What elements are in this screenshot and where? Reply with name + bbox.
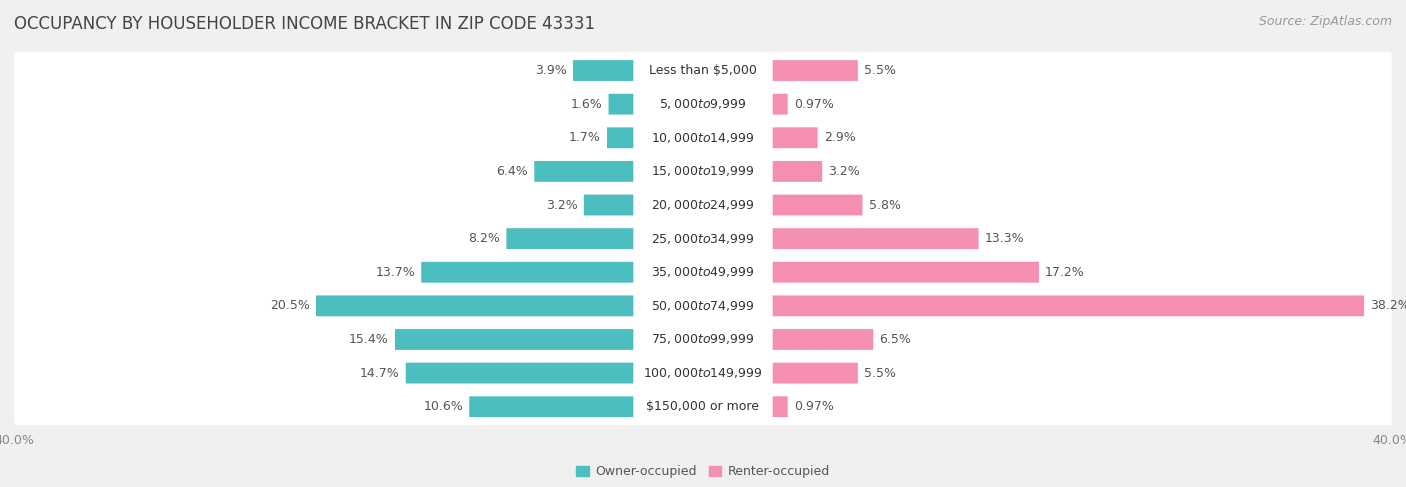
Legend: Owner-occupied, Renter-occupied: Owner-occupied, Renter-occupied — [571, 460, 835, 483]
FancyBboxPatch shape — [406, 363, 633, 384]
Text: 0.97%: 0.97% — [794, 400, 834, 413]
Text: Less than $5,000: Less than $5,000 — [650, 64, 756, 77]
FancyBboxPatch shape — [773, 128, 817, 148]
FancyBboxPatch shape — [395, 329, 633, 350]
Text: 6.5%: 6.5% — [880, 333, 911, 346]
Text: 8.2%: 8.2% — [468, 232, 501, 245]
Text: $75,000 to $99,999: $75,000 to $99,999 — [651, 333, 755, 346]
FancyBboxPatch shape — [14, 287, 1392, 324]
Text: 5.8%: 5.8% — [869, 199, 901, 211]
FancyBboxPatch shape — [773, 363, 858, 384]
FancyBboxPatch shape — [470, 396, 633, 417]
Text: $10,000 to $14,999: $10,000 to $14,999 — [651, 131, 755, 145]
Text: $25,000 to $34,999: $25,000 to $34,999 — [651, 232, 755, 245]
FancyBboxPatch shape — [14, 119, 1392, 156]
Text: Source: ZipAtlas.com: Source: ZipAtlas.com — [1258, 15, 1392, 28]
Text: 1.7%: 1.7% — [569, 131, 600, 144]
FancyBboxPatch shape — [773, 396, 787, 417]
Text: 10.6%: 10.6% — [423, 400, 463, 413]
Text: $5,000 to $9,999: $5,000 to $9,999 — [659, 97, 747, 111]
FancyBboxPatch shape — [773, 262, 1039, 282]
FancyBboxPatch shape — [583, 195, 633, 215]
Text: $20,000 to $24,999: $20,000 to $24,999 — [651, 198, 755, 212]
FancyBboxPatch shape — [609, 94, 633, 114]
FancyBboxPatch shape — [773, 228, 979, 249]
Text: $15,000 to $19,999: $15,000 to $19,999 — [651, 165, 755, 178]
Text: 38.2%: 38.2% — [1371, 300, 1406, 312]
FancyBboxPatch shape — [607, 128, 633, 148]
Text: 3.2%: 3.2% — [828, 165, 860, 178]
Text: $35,000 to $49,999: $35,000 to $49,999 — [651, 265, 755, 279]
FancyBboxPatch shape — [14, 321, 1392, 358]
Text: 3.9%: 3.9% — [536, 64, 567, 77]
Text: $50,000 to $74,999: $50,000 to $74,999 — [651, 299, 755, 313]
FancyBboxPatch shape — [574, 60, 633, 81]
FancyBboxPatch shape — [534, 161, 633, 182]
Text: 14.7%: 14.7% — [360, 367, 399, 379]
FancyBboxPatch shape — [14, 220, 1392, 257]
Text: 6.4%: 6.4% — [496, 165, 529, 178]
FancyBboxPatch shape — [773, 329, 873, 350]
FancyBboxPatch shape — [422, 262, 633, 282]
Text: $100,000 to $149,999: $100,000 to $149,999 — [644, 366, 762, 380]
FancyBboxPatch shape — [316, 296, 633, 316]
FancyBboxPatch shape — [14, 388, 1392, 425]
FancyBboxPatch shape — [773, 60, 858, 81]
Text: OCCUPANCY BY HOUSEHOLDER INCOME BRACKET IN ZIP CODE 43331: OCCUPANCY BY HOUSEHOLDER INCOME BRACKET … — [14, 15, 595, 33]
FancyBboxPatch shape — [14, 254, 1392, 291]
Text: 13.7%: 13.7% — [375, 266, 415, 279]
Text: $150,000 or more: $150,000 or more — [647, 400, 759, 413]
FancyBboxPatch shape — [773, 161, 823, 182]
FancyBboxPatch shape — [14, 355, 1392, 392]
Text: 5.5%: 5.5% — [865, 64, 896, 77]
FancyBboxPatch shape — [14, 153, 1392, 190]
Text: 5.5%: 5.5% — [865, 367, 896, 379]
FancyBboxPatch shape — [773, 195, 862, 215]
Text: 13.3%: 13.3% — [984, 232, 1025, 245]
Text: 20.5%: 20.5% — [270, 300, 309, 312]
Text: 1.6%: 1.6% — [571, 98, 602, 111]
Text: 3.2%: 3.2% — [546, 199, 578, 211]
Text: 0.97%: 0.97% — [794, 98, 834, 111]
Text: 15.4%: 15.4% — [349, 333, 388, 346]
FancyBboxPatch shape — [506, 228, 633, 249]
FancyBboxPatch shape — [14, 86, 1392, 123]
FancyBboxPatch shape — [773, 94, 787, 114]
FancyBboxPatch shape — [773, 296, 1364, 316]
FancyBboxPatch shape — [14, 187, 1392, 224]
FancyBboxPatch shape — [14, 52, 1392, 89]
Text: 17.2%: 17.2% — [1045, 266, 1085, 279]
Text: 2.9%: 2.9% — [824, 131, 855, 144]
